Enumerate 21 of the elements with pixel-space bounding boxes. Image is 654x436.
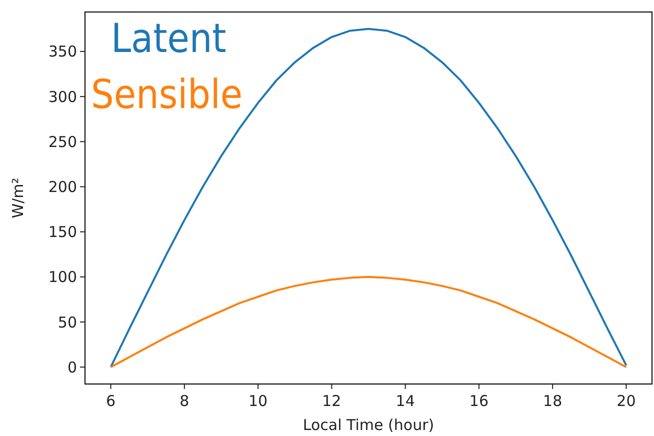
y-tick-label: 150 (48, 223, 77, 242)
y-axis-title: W/m² (9, 178, 27, 218)
y-tick-label: 350 (48, 42, 77, 61)
y-tick-label: 200 (48, 178, 77, 196)
x-tick-label: 14 (396, 392, 415, 410)
y-tick-label: 50 (58, 313, 77, 332)
x-axis-title: Local Time (hour) (302, 416, 434, 434)
y-tick-label: 100 (48, 268, 77, 286)
x-tick-label: 10 (248, 392, 268, 410)
x-tick-label: 12 (322, 392, 342, 410)
text: Sensible (91, 72, 243, 118)
line-series (110, 276, 628, 368)
x-tick-label: 16 (469, 392, 488, 410)
x-tick-label: 18 (543, 392, 562, 410)
x-tick-label: 20 (616, 392, 636, 410)
x-tick-label: 8 (180, 392, 190, 410)
x-tick-label: 6 (106, 392, 116, 410)
series-label: Latent (111, 16, 226, 62)
y-tick-label: 250 (48, 132, 77, 151)
y-tick-label: 0 (67, 358, 77, 376)
y-tick-label: 300 (48, 88, 77, 106)
